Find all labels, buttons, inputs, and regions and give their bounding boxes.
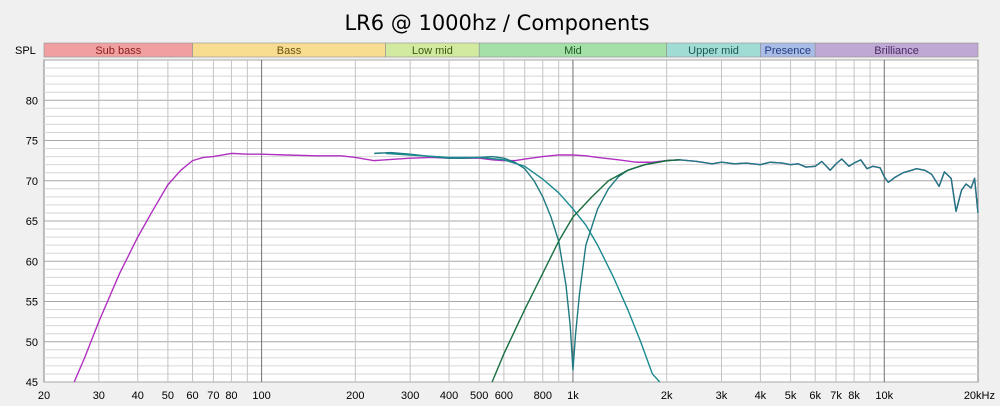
- band-label-0: Sub bass: [95, 45, 141, 57]
- x-tick-2: 40: [132, 390, 144, 402]
- x-tick-12: 600: [495, 390, 513, 402]
- x-tick-labels: 20 30 40 50 60 70 80 100 200 300 400 500 600 800 1k 2k 3…: [38, 390, 995, 402]
- x-tick-21: 8k: [848, 390, 860, 402]
- x-tick-8: 200: [346, 390, 364, 402]
- y-tick-labels: 45 50 55 60 65 70 75 80: [26, 95, 38, 389]
- band-6: [814, 42, 979, 58]
- x-tick-17: 4k: [755, 390, 767, 402]
- x-tick-5: 70: [207, 390, 219, 402]
- x-tick-10: 400: [440, 390, 458, 402]
- curve-3: [491, 159, 680, 383]
- band-label-3: Mid: [564, 45, 582, 57]
- x-tick-6: 80: [225, 390, 237, 402]
- x-tick-22: 10k: [875, 390, 893, 402]
- y-axis-label: SPL: [15, 45, 36, 57]
- band-label-2: Low mid: [412, 45, 453, 57]
- grid-lines: [44, 59, 978, 383]
- response-curves: [73, 151, 979, 383]
- x-tick-3: 50: [162, 390, 174, 402]
- x-tick-16: 3k: [716, 390, 728, 402]
- curve-2: [385, 152, 661, 383]
- x-tick-11: 500: [470, 390, 488, 402]
- y-tick-45: 45: [26, 377, 38, 389]
- x-tick-23: 20kHz: [964, 390, 995, 402]
- y-tick-55: 55: [26, 297, 38, 309]
- band-label-1: Bass: [277, 45, 302, 57]
- band-label-5: Presence: [765, 45, 811, 57]
- x-tick-18: 5k: [785, 390, 797, 402]
- x-tick-15: 2k: [661, 390, 673, 402]
- frequency-bands: Sub bass Bass Low mid Mid Upper mid Presence B…: [43, 42, 979, 58]
- x-tick-1: 30: [93, 390, 105, 402]
- x-tick-13: 800: [534, 390, 552, 402]
- x-tick-20: 7k: [830, 390, 842, 402]
- x-tick-19: 6k: [809, 390, 821, 402]
- y-tick-65: 65: [26, 216, 38, 228]
- chart-title: LR6 @ 1000hz / Components: [344, 11, 649, 35]
- band-label-6: Brilliance: [874, 45, 919, 57]
- y-tick-60: 60: [26, 256, 38, 268]
- x-tick-4: 60: [186, 390, 198, 402]
- band-label-4: Upper mid: [688, 45, 739, 57]
- curve-1: [374, 151, 979, 371]
- x-tick-14: 1k: [567, 390, 579, 402]
- x-tick-9: 300: [401, 390, 419, 402]
- y-tick-50: 50: [26, 337, 38, 349]
- x-tick-7: 100: [252, 390, 270, 402]
- y-tick-75: 75: [26, 136, 38, 148]
- x-tick-0: 20: [38, 390, 50, 402]
- y-tick-70: 70: [26, 176, 38, 188]
- y-tick-80: 80: [26, 95, 38, 107]
